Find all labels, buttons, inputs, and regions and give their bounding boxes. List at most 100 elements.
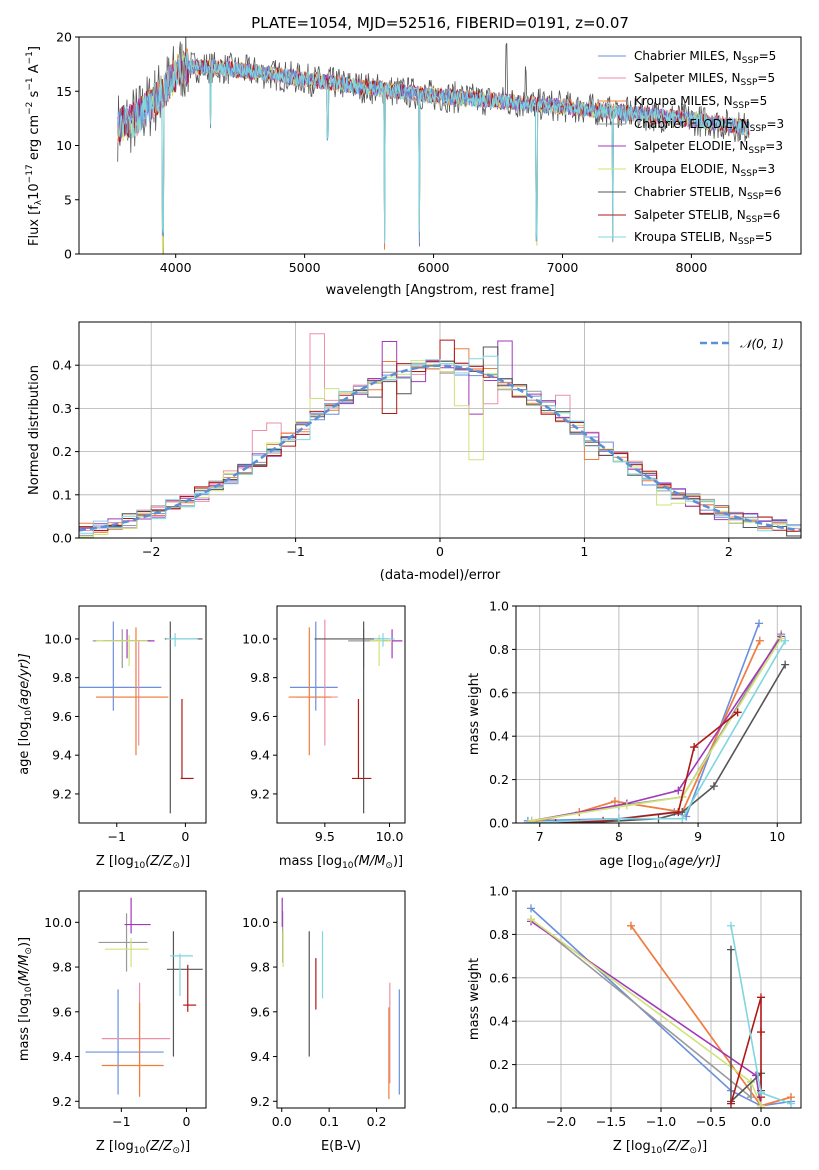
- series-line: [527, 640, 761, 823]
- y-tick-label: 0.1: [52, 487, 72, 502]
- x-tick-label: 9: [694, 829, 702, 844]
- x-tick-label: 7000: [547, 260, 579, 275]
- series-marker: [757, 1088, 765, 1097]
- x-tick-label: 6000: [418, 260, 450, 275]
- axes-frame-rect: [515, 605, 802, 824]
- mw-age-xlabel: age [log10(age/yr)]: [599, 854, 721, 871]
- x-tick-label: 1: [580, 544, 588, 559]
- legend-entry: Kroupa MILES, NSSP=5: [598, 94, 767, 111]
- y-tick-label: 0.0: [489, 1101, 509, 1116]
- series-marker: [755, 619, 764, 628]
- y-tick-label: 9.8: [250, 670, 270, 685]
- mw-z-xlabel: Z [log10(Z/Z⊙)]: [613, 1139, 707, 1156]
- errorbar-point: [105, 937, 149, 968]
- y-tick-label: 1.0: [489, 599, 509, 614]
- plot-area: [79, 333, 801, 538]
- y-tick-label: 0.0: [489, 816, 509, 831]
- y-tick-label: 5: [64, 192, 72, 207]
- legend-label: 𝒩(0, 1): [740, 337, 784, 351]
- legend-entry: Kroupa ELODIE, NSSP=3: [598, 162, 775, 179]
- y-tick-label: 10.0: [44, 915, 72, 930]
- y-tick-label: 0.2: [489, 772, 509, 787]
- series-line: [527, 640, 761, 823]
- errorbar-point: [370, 635, 393, 667]
- errorbar-point: [373, 633, 395, 647]
- y-tick-label: 9.2: [52, 786, 72, 801]
- errorbar-point: [124, 897, 151, 934]
- x-tick-label: 4000: [160, 260, 192, 275]
- y-tick-label: 10.0: [242, 915, 270, 930]
- y-tick-label: 9.4: [52, 748, 72, 763]
- x-tick-label: 10: [769, 829, 785, 844]
- legend-label: Chabrier MILES, NSSP=5: [634, 49, 776, 66]
- axes-frame-rect: [78, 605, 207, 824]
- series-marker: [599, 816, 608, 823]
- x-tick-label: 0: [182, 1114, 190, 1129]
- plot-area: [117, 37, 750, 254]
- legend-entry: Chabrier ELODIE, NSSP=3: [598, 117, 784, 134]
- y-tick-label: 9.6: [52, 709, 72, 724]
- axes-frame: 4000 5000 6000 7000 8000 0 5 10 15 20: [56, 30, 802, 275]
- age-z-xlabel: Z [log10(Z/Z⊙)]: [96, 854, 190, 871]
- spectrum-xlabel: wavelength [Angstrom, rest frame]: [326, 283, 555, 298]
- y-tick-label: 9.6: [250, 709, 270, 724]
- series-marker: [527, 816, 536, 823]
- grid: [516, 605, 801, 824]
- errorbar-point: [166, 931, 203, 1057]
- series-marker: [674, 786, 683, 795]
- series-marker: [627, 921, 635, 930]
- y-tick-label: 0: [64, 247, 72, 262]
- mw-z-ylabel: mass weight: [467, 958, 482, 1040]
- y-tick-label: 9.8: [52, 670, 72, 685]
- figure-title: PLATE=1054, MJD=52516, FIBERID=0191, z=0…: [251, 14, 629, 32]
- axes-frame-rect: [78, 890, 207, 1109]
- series-line: [730, 997, 762, 1104]
- series-marker: [733, 708, 742, 717]
- legend-label: Chabrier ELODIE, NSSP=3: [634, 117, 784, 134]
- errorbar-point: [101, 982, 171, 1084]
- spectrum-line: [117, 51, 750, 244]
- y-tick-label: 9.6: [52, 1004, 72, 1019]
- gaussian-curve: [79, 364, 801, 532]
- x-tick-label: −1.0: [646, 1114, 676, 1129]
- spectrum-panel: 4000 5000 6000 7000 8000 0 5 10 15 20 wavelength …: [25, 30, 802, 298]
- series-marker: [622, 801, 631, 810]
- errorbar-point: [96, 640, 169, 746]
- histogram-series: [79, 355, 801, 534]
- series-marker: [709, 782, 718, 791]
- y-tick-label: 0.4: [52, 358, 72, 373]
- x-tick-label: −1: [286, 544, 304, 559]
- series-line: [530, 920, 762, 1108]
- axes-frame-rect: [276, 890, 406, 1109]
- series-marker: [781, 636, 790, 645]
- series-marker: [757, 1028, 765, 1037]
- series-marker: [690, 743, 699, 752]
- series-marker: [727, 1099, 735, 1108]
- errorbar-point: [351, 699, 372, 780]
- axes-frame-rect: [276, 605, 406, 824]
- series-marker: [727, 921, 735, 930]
- series-marker: [755, 636, 764, 645]
- axes-frame: 0.0 0.1 0.2 9.2 9.4 9.6 9.8 10.0: [242, 890, 406, 1129]
- legend-entry: Salpeter MILES, NSSP=5: [598, 71, 775, 88]
- histogram-series: [79, 339, 801, 532]
- y-tick-label: 9.2: [250, 1094, 270, 1109]
- y-tick-label: 0.8: [489, 927, 509, 942]
- series-marker: [787, 1099, 795, 1108]
- y-tick-label: 9.2: [250, 786, 270, 801]
- x-tick-label: 0: [436, 544, 444, 559]
- errorbar-point: [79, 621, 162, 711]
- series-marker: [551, 819, 560, 823]
- histogram-ylabel: Normed distribution: [27, 365, 42, 495]
- mass-vs-ebv-panel: 0.0 0.1 0.2 9.2 9.4 9.6 9.8 10.0 E(B-V): [242, 890, 406, 1154]
- series-marker: [523, 819, 532, 823]
- x-tick-label: −1.5: [596, 1114, 626, 1129]
- spectrum-ylabel: Flux [fλ10−17 erg cm−2 s−1 A−1]: [25, 46, 44, 246]
- mass-z-xlabel: Z [log10(Z/Z⊙)]: [96, 1139, 190, 1156]
- series-marker: [781, 660, 790, 669]
- x-tick-label: 0.0: [272, 1114, 292, 1129]
- x-tick-label: −0.5: [696, 1114, 726, 1129]
- x-tick-label: 0.1: [319, 1114, 339, 1129]
- x-tick-label: 2: [725, 544, 733, 559]
- legend-label: Salpeter MILES, NSSP=5: [634, 71, 775, 88]
